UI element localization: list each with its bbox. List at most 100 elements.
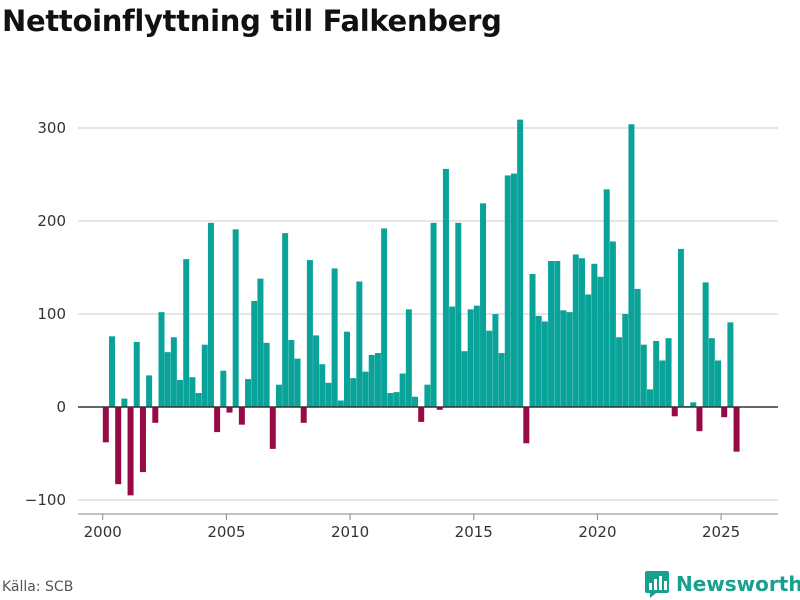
bar bbox=[585, 294, 592, 407]
newsworthy-logo[interactable]: Newsworthy bbox=[644, 569, 800, 599]
bar bbox=[523, 407, 530, 444]
bar bbox=[146, 375, 153, 407]
bar bbox=[127, 407, 134, 496]
bar bbox=[374, 353, 381, 407]
bar bbox=[715, 360, 722, 407]
bar bbox=[405, 309, 412, 407]
bar bbox=[393, 392, 400, 407]
bar bbox=[195, 393, 202, 407]
bar bbox=[696, 407, 703, 432]
bar bbox=[263, 342, 270, 407]
bar bbox=[220, 370, 227, 407]
bar bbox=[473, 305, 480, 407]
bar bbox=[356, 281, 363, 407]
bar bbox=[677, 248, 684, 407]
bar bbox=[294, 358, 301, 407]
bar bbox=[609, 241, 616, 407]
bar bbox=[399, 373, 406, 407]
bar bbox=[412, 396, 419, 407]
bar bbox=[467, 309, 474, 407]
bar bbox=[183, 259, 190, 407]
x-tick-label: 2010 bbox=[331, 523, 369, 541]
y-tick-label: 300 bbox=[37, 119, 66, 137]
bar bbox=[424, 384, 431, 407]
bar-series bbox=[102, 119, 740, 496]
bar bbox=[622, 314, 629, 407]
x-tick-label: 2025 bbox=[702, 523, 740, 541]
bar bbox=[381, 228, 388, 407]
y-tick-label: 200 bbox=[37, 212, 66, 230]
bar bbox=[282, 233, 289, 407]
bar bbox=[387, 393, 394, 407]
bar bbox=[603, 189, 610, 407]
bar bbox=[177, 380, 184, 407]
bar bbox=[275, 384, 282, 407]
bar bbox=[418, 407, 425, 422]
bar bbox=[591, 263, 598, 407]
bar bbox=[288, 340, 295, 407]
bar bbox=[647, 389, 653, 407]
bar bbox=[319, 364, 326, 407]
bar bbox=[653, 340, 660, 407]
bar bbox=[207, 222, 214, 407]
bar bbox=[690, 402, 697, 407]
bar bbox=[578, 258, 585, 407]
x-tick-label: 2000 bbox=[84, 523, 122, 541]
gridlines bbox=[78, 127, 778, 501]
bar bbox=[560, 310, 567, 407]
bar bbox=[158, 312, 165, 407]
bar bbox=[109, 336, 116, 407]
bar bbox=[498, 353, 505, 407]
bar bbox=[659, 360, 666, 407]
brand-name: Newsworthy bbox=[676, 572, 800, 596]
x-tick-label: 2005 bbox=[207, 523, 245, 541]
bar bbox=[121, 398, 128, 407]
newsworthy-bar-chart-icon bbox=[645, 571, 669, 598]
bar bbox=[245, 379, 252, 407]
bar bbox=[343, 331, 350, 407]
bar bbox=[164, 352, 171, 407]
bar bbox=[727, 322, 734, 407]
bar bbox=[616, 337, 623, 407]
bar bbox=[170, 337, 177, 407]
bar bbox=[139, 407, 146, 473]
bar bbox=[566, 312, 573, 407]
bar bbox=[665, 338, 672, 407]
bar bbox=[189, 377, 196, 407]
bar bbox=[269, 407, 276, 449]
bar bbox=[102, 407, 109, 443]
bar bbox=[300, 407, 307, 423]
bar bbox=[517, 119, 524, 407]
bar bbox=[671, 407, 678, 417]
bar bbox=[733, 407, 740, 452]
bar bbox=[133, 341, 140, 407]
bar bbox=[721, 407, 728, 418]
bar bbox=[640, 344, 647, 407]
bar bbox=[152, 407, 159, 423]
bar bbox=[442, 168, 449, 407]
axes: −100 0 100 200 300 2000 2005 2010 2015 2020 2025 bbox=[25, 119, 778, 541]
bar bbox=[535, 315, 542, 407]
bar bbox=[232, 229, 239, 407]
bar bbox=[238, 407, 245, 425]
bar bbox=[634, 288, 641, 407]
x-tick-label: 2015 bbox=[455, 523, 493, 541]
bar bbox=[436, 407, 443, 410]
bar bbox=[368, 354, 375, 407]
source-credit: Källa: SCB bbox=[2, 579, 74, 595]
y-tick-label: 0 bbox=[56, 398, 66, 416]
bar bbox=[461, 351, 468, 407]
bar bbox=[480, 203, 487, 407]
bar bbox=[115, 407, 122, 485]
bar bbox=[510, 173, 517, 407]
bar bbox=[554, 260, 561, 407]
bar bbox=[541, 321, 548, 407]
y-tick-label: 100 bbox=[37, 305, 66, 323]
bar bbox=[702, 282, 709, 407]
bar bbox=[597, 276, 604, 407]
bar bbox=[486, 330, 493, 407]
bar bbox=[226, 407, 233, 413]
bar bbox=[504, 175, 511, 407]
bar bbox=[362, 371, 369, 407]
bar bbox=[708, 338, 715, 407]
